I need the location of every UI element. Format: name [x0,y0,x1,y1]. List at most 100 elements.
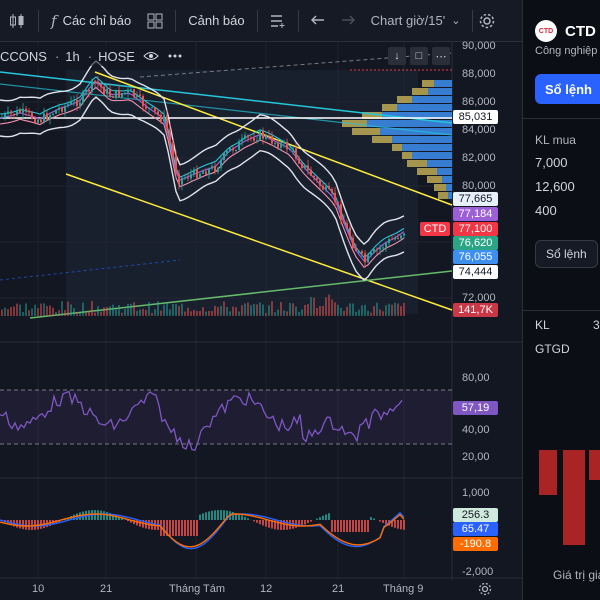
volume-bar [10,307,12,316]
candle-body [400,235,402,239]
candle-body [229,148,231,152]
maximize-icon[interactable]: □ [410,47,428,65]
macd-histogram-bar [391,520,393,527]
profile-bar [392,136,452,143]
undo-button[interactable] [303,0,333,42]
layout-select[interactable]: Chart giờ/15' ⌄ [363,0,469,42]
candle-body [133,89,135,97]
candle-type-button[interactable] [0,0,34,42]
band-line [0,96,405,282]
macd-histogram-bar [310,520,312,522]
macd-histogram-bar [379,520,381,522]
candle-body [223,153,225,160]
order-book-button[interactable]: Sổ lệnh [535,74,600,104]
candle-body [331,189,333,193]
volume-bar [343,310,345,316]
volume-bar [298,311,300,316]
gear-icon [480,13,495,28]
volume-bar [355,311,357,316]
undo-icon [310,14,324,25]
volume-bar [70,304,72,316]
macd-histogram-bar [220,510,222,520]
chart-legend[interactable]: CCONS · 1h · HOSE [0,46,187,66]
more-icon[interactable]: ⋯ [432,47,450,65]
macd-histogram-bar [403,520,405,530]
band-line [0,81,405,262]
candle-body [316,177,318,180]
volume-bar [106,307,108,316]
object-tree-button[interactable] [262,0,294,42]
volume-bar [352,303,354,316]
volume-bar [217,306,219,316]
macd-histogram-bar [331,520,333,532]
candle-body [196,169,198,178]
candle-body [262,130,264,139]
gear-icon[interactable] [478,582,492,596]
volume-bar [82,302,84,316]
volume-bar [100,311,102,316]
volume-bar [385,305,387,316]
buy-volume-value: 400 [535,203,557,218]
volume-bar [184,311,186,316]
profile-bar [442,176,452,183]
candle-body [334,192,336,202]
candle-body [178,173,180,185]
indicators-label: Các chỉ báo [62,13,132,28]
macd-histogram-bar [262,520,264,526]
volume-bar [382,311,384,316]
candle-body [34,118,36,123]
redo-button[interactable] [333,0,363,42]
price-chart[interactable] [0,42,522,600]
macd-histogram-bar [343,520,345,532]
profile-bar [412,96,452,103]
candle-body [298,158,300,164]
candlestick-icon [10,13,24,28]
legend-separator: · [54,48,60,64]
macd-histogram-bar [247,518,249,520]
price-tag: 141,7K [453,303,498,317]
indicators-button[interactable]: f Các chỉ báo [43,0,139,42]
candle-body [184,177,186,179]
volume-bars [1,294,405,316]
templates-button[interactable] [139,0,171,42]
candle-body [187,177,189,179]
volume-bar [307,304,309,316]
alerts-button[interactable]: Cảnh báo [180,0,252,42]
candle-body [208,168,210,175]
macd-histogram-bar [238,514,240,520]
candle-body [139,94,141,97]
volume-bar [370,312,372,316]
volume-bar [37,308,39,316]
candle-body [13,113,15,116]
candle-body [118,89,120,97]
bollinger-bands [0,60,405,282]
volume-bar [340,307,342,316]
macd-histogram-bar [115,515,117,520]
profile-bar [422,80,434,87]
volume-bar [337,304,339,316]
macd-histogram-bar [196,520,198,536]
candle-body [58,107,60,110]
candle-body [250,137,252,139]
candle-body [349,227,351,238]
layout-label: Chart giờ/15' [370,13,446,28]
redo-icon [341,14,355,25]
volume-bar [13,306,15,316]
panel-title: CTD CTD ( [535,20,600,42]
candle-body [190,174,192,179]
arrow-down-icon[interactable]: ↓ [388,47,406,65]
eye-icon[interactable] [143,50,159,62]
more-icon[interactable] [167,50,183,62]
candle-body [244,135,246,139]
candle-body [142,96,144,107]
order-book-chip[interactable]: Sổ lệnh [535,240,598,268]
volume-bar [94,312,96,316]
candle-body [280,142,282,148]
macd-histogram-bar [397,520,399,529]
candle-body [43,113,45,123]
volume-bar [280,301,282,316]
candle-body [352,237,354,248]
settings-button[interactable] [477,0,497,42]
price-tick-label: 86,000 [462,96,496,108]
candle-body [115,89,117,98]
